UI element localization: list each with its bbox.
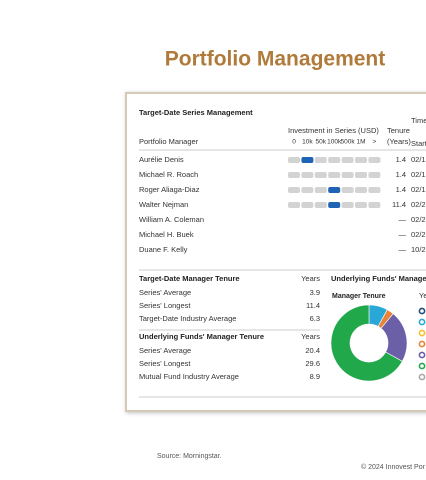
tenure: 1.4 bbox=[396, 185, 406, 194]
bucket-label: 1M bbox=[356, 139, 365, 146]
bar-segment bbox=[314, 202, 327, 208]
bar-segment bbox=[314, 187, 327, 193]
bar-segment bbox=[288, 187, 300, 193]
chart-title: Underlying Funds' Managem bbox=[331, 274, 426, 283]
manager-name: Michael R. Roach bbox=[139, 170, 198, 179]
legend-marker bbox=[418, 307, 426, 315]
manager-name: Michael H. Buek bbox=[139, 230, 194, 239]
table-unit: Years bbox=[301, 332, 320, 341]
bar-segment bbox=[341, 187, 354, 193]
tenure: 1.4 bbox=[396, 155, 406, 164]
bar-segment bbox=[355, 172, 367, 178]
donut-segment bbox=[330, 304, 403, 382]
column-heading: (Years) bbox=[387, 137, 411, 146]
bar-segment bbox=[328, 172, 341, 178]
column-heading: Timel bbox=[411, 116, 426, 125]
start-date: 02/2 bbox=[411, 230, 426, 239]
copyright: © 2024 Innovest Por bbox=[361, 463, 426, 471]
legend-marker bbox=[418, 340, 426, 348]
bucket-label: 0 bbox=[292, 139, 296, 146]
chart-subtitle: Manager Tenure bbox=[332, 293, 386, 300]
bucket-label: 10k bbox=[302, 139, 313, 146]
column-heading: Portfolio Manager bbox=[139, 137, 199, 146]
bar-segment bbox=[368, 157, 381, 163]
manager-name: Aurélie Denis bbox=[139, 155, 184, 164]
row-label: Target-Date Industry Average bbox=[139, 314, 236, 323]
row-value: 20.4 bbox=[305, 346, 320, 355]
table-unit: Years bbox=[301, 274, 320, 283]
row-label: Series' Average bbox=[139, 288, 191, 297]
row-value: 29.6 bbox=[305, 359, 320, 368]
bar-segment bbox=[355, 202, 367, 208]
investment-marker bbox=[328, 202, 341, 208]
bar-segment bbox=[288, 202, 300, 208]
card bbox=[125, 92, 426, 412]
bar-segment bbox=[314, 172, 327, 178]
bucket-label: 100k bbox=[327, 139, 342, 146]
row-label: Series' Longest bbox=[139, 359, 191, 368]
bar-segment bbox=[301, 187, 314, 193]
bar-segment bbox=[314, 157, 327, 163]
table-heading: Target-Date Manager Tenure bbox=[139, 274, 240, 283]
row-value: 3.9 bbox=[310, 288, 320, 297]
investment-marker bbox=[301, 157, 314, 163]
legend-marker bbox=[418, 362, 426, 370]
bar-segment bbox=[288, 157, 300, 163]
bucket-label: 500k bbox=[341, 139, 356, 146]
legend-marker bbox=[418, 351, 426, 359]
bar-segment bbox=[341, 172, 354, 178]
manager-name: Roger Aliaga-Diaz bbox=[139, 185, 200, 194]
start-date: 02/1 bbox=[411, 185, 426, 194]
start-date: 02/2 bbox=[411, 200, 426, 209]
row-label: Series' Longest bbox=[139, 301, 191, 310]
column-heading: Tenure bbox=[387, 126, 410, 135]
start-date: 02/2 bbox=[411, 215, 426, 224]
investment-marker bbox=[328, 187, 341, 193]
bar-segment bbox=[288, 172, 300, 178]
table-heading: Underlying Funds' Manager Tenure bbox=[139, 332, 264, 341]
bucket-label: 50k bbox=[316, 139, 327, 146]
manager-name: Duane F. Kelly bbox=[139, 245, 188, 254]
bucket-label: > bbox=[373, 139, 377, 146]
tenure: 11.4 bbox=[392, 200, 406, 209]
legend-marker bbox=[418, 329, 426, 337]
bar-segment bbox=[301, 172, 314, 178]
row-value: 6.3 bbox=[310, 314, 320, 323]
column-heading: Investment in Series (USD) bbox=[288, 126, 379, 135]
start-date: 02/1 bbox=[411, 155, 426, 164]
bar-segment bbox=[301, 202, 314, 208]
row-label: Series' Average bbox=[139, 346, 191, 355]
start-date: 10/2 bbox=[411, 245, 426, 254]
bar-segment bbox=[355, 187, 367, 193]
bar-segment bbox=[355, 157, 367, 163]
section-heading: Target-Date Series Management bbox=[139, 108, 253, 117]
legend-heading: Ye bbox=[419, 291, 426, 300]
manager-name: William A. Coleman bbox=[139, 215, 204, 224]
legend-marker bbox=[418, 373, 426, 381]
bar-segment bbox=[341, 157, 354, 163]
legend-marker bbox=[418, 318, 426, 326]
manager-name: Walter Nejman bbox=[139, 200, 188, 209]
bar-segment bbox=[328, 157, 341, 163]
tenure: — bbox=[399, 245, 407, 254]
page-title: Portfolio Management bbox=[165, 48, 386, 71]
bar-segment bbox=[341, 202, 354, 208]
bar-segment bbox=[368, 172, 381, 178]
tenure: — bbox=[399, 230, 407, 239]
bar-segment bbox=[368, 187, 381, 193]
row-value: 8.9 bbox=[310, 372, 320, 381]
tenure: — bbox=[399, 215, 407, 224]
row-value: 11.4 bbox=[306, 301, 320, 310]
source: Source: Morningstar. bbox=[157, 453, 222, 460]
tenure: 1.4 bbox=[396, 170, 406, 179]
row-label: Mutual Fund Industry Average bbox=[139, 372, 239, 381]
bar-segment bbox=[368, 202, 381, 208]
column-heading: Start bbox=[411, 139, 426, 148]
start-date: 02/1 bbox=[411, 170, 426, 179]
